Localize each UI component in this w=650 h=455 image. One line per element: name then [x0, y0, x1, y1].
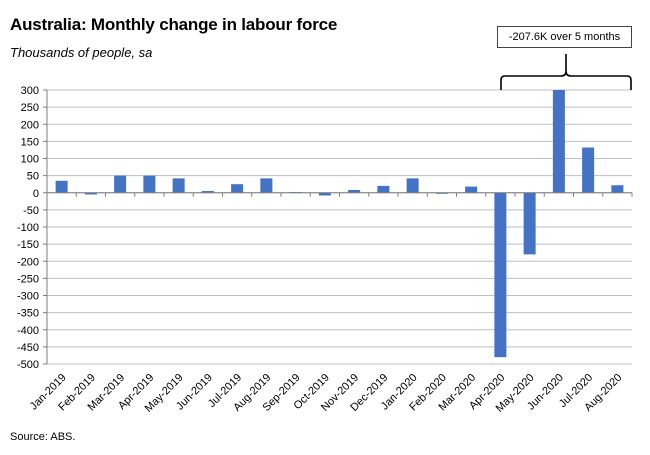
bar — [84, 192, 97, 195]
x-tick-labels: Jan-2019Feb-2019Mar-2019Apr-2019May-2019… — [28, 372, 625, 415]
bar — [231, 184, 244, 193]
y-tick-label: 0 — [33, 188, 39, 200]
bar — [143, 175, 156, 193]
bar — [377, 185, 390, 193]
y-tick-label: -150 — [17, 239, 39, 251]
bar — [435, 192, 448, 194]
bar — [201, 191, 214, 193]
annotation-brace — [500, 54, 632, 90]
source-note: Source: ABS. — [10, 431, 76, 443]
bar — [582, 147, 595, 193]
y-tick-label: 150 — [21, 136, 39, 148]
bar — [523, 192, 536, 255]
bar — [552, 90, 565, 193]
y-tick-label: -100 — [17, 222, 39, 234]
bar — [406, 178, 419, 193]
bar — [318, 192, 331, 196]
y-tick-label: -250 — [17, 273, 39, 285]
axes — [43, 89, 633, 365]
y-tick-label: 200 — [21, 119, 39, 131]
y-tick-label: -350 — [17, 308, 39, 320]
bar — [114, 175, 127, 193]
bar — [172, 178, 185, 193]
gridlines — [47, 89, 632, 365]
chart-title: Australia: Monthly change in labour forc… — [10, 15, 338, 34]
bar — [260, 178, 273, 193]
y-tick-label: -300 — [17, 291, 39, 303]
bar — [465, 186, 478, 193]
bars — [55, 90, 624, 358]
annotation-label: -207.6K over 5 months — [497, 26, 632, 48]
y-tick-label: 50 — [27, 171, 39, 183]
bar — [611, 185, 624, 193]
y-tick-label: -400 — [17, 325, 39, 337]
bar — [348, 190, 361, 193]
bar — [55, 180, 68, 193]
y-tick-label: -500 — [17, 359, 39, 371]
y-tick-label: -50 — [23, 205, 39, 217]
y-tick-label: -200 — [17, 256, 39, 268]
bar — [494, 192, 507, 358]
y-tick-labels: 300 250 200 150 100 50 0 -50 -100 -150 -200 -250 -30… — [17, 85, 39, 371]
y-tick-label: 100 — [21, 154, 39, 166]
y-tick-label: 300 — [21, 85, 39, 97]
chart-subtitle: Thousands of people, sa — [10, 45, 153, 60]
y-tick-label: -450 — [17, 342, 39, 354]
y-tick-label: 250 — [21, 102, 39, 114]
